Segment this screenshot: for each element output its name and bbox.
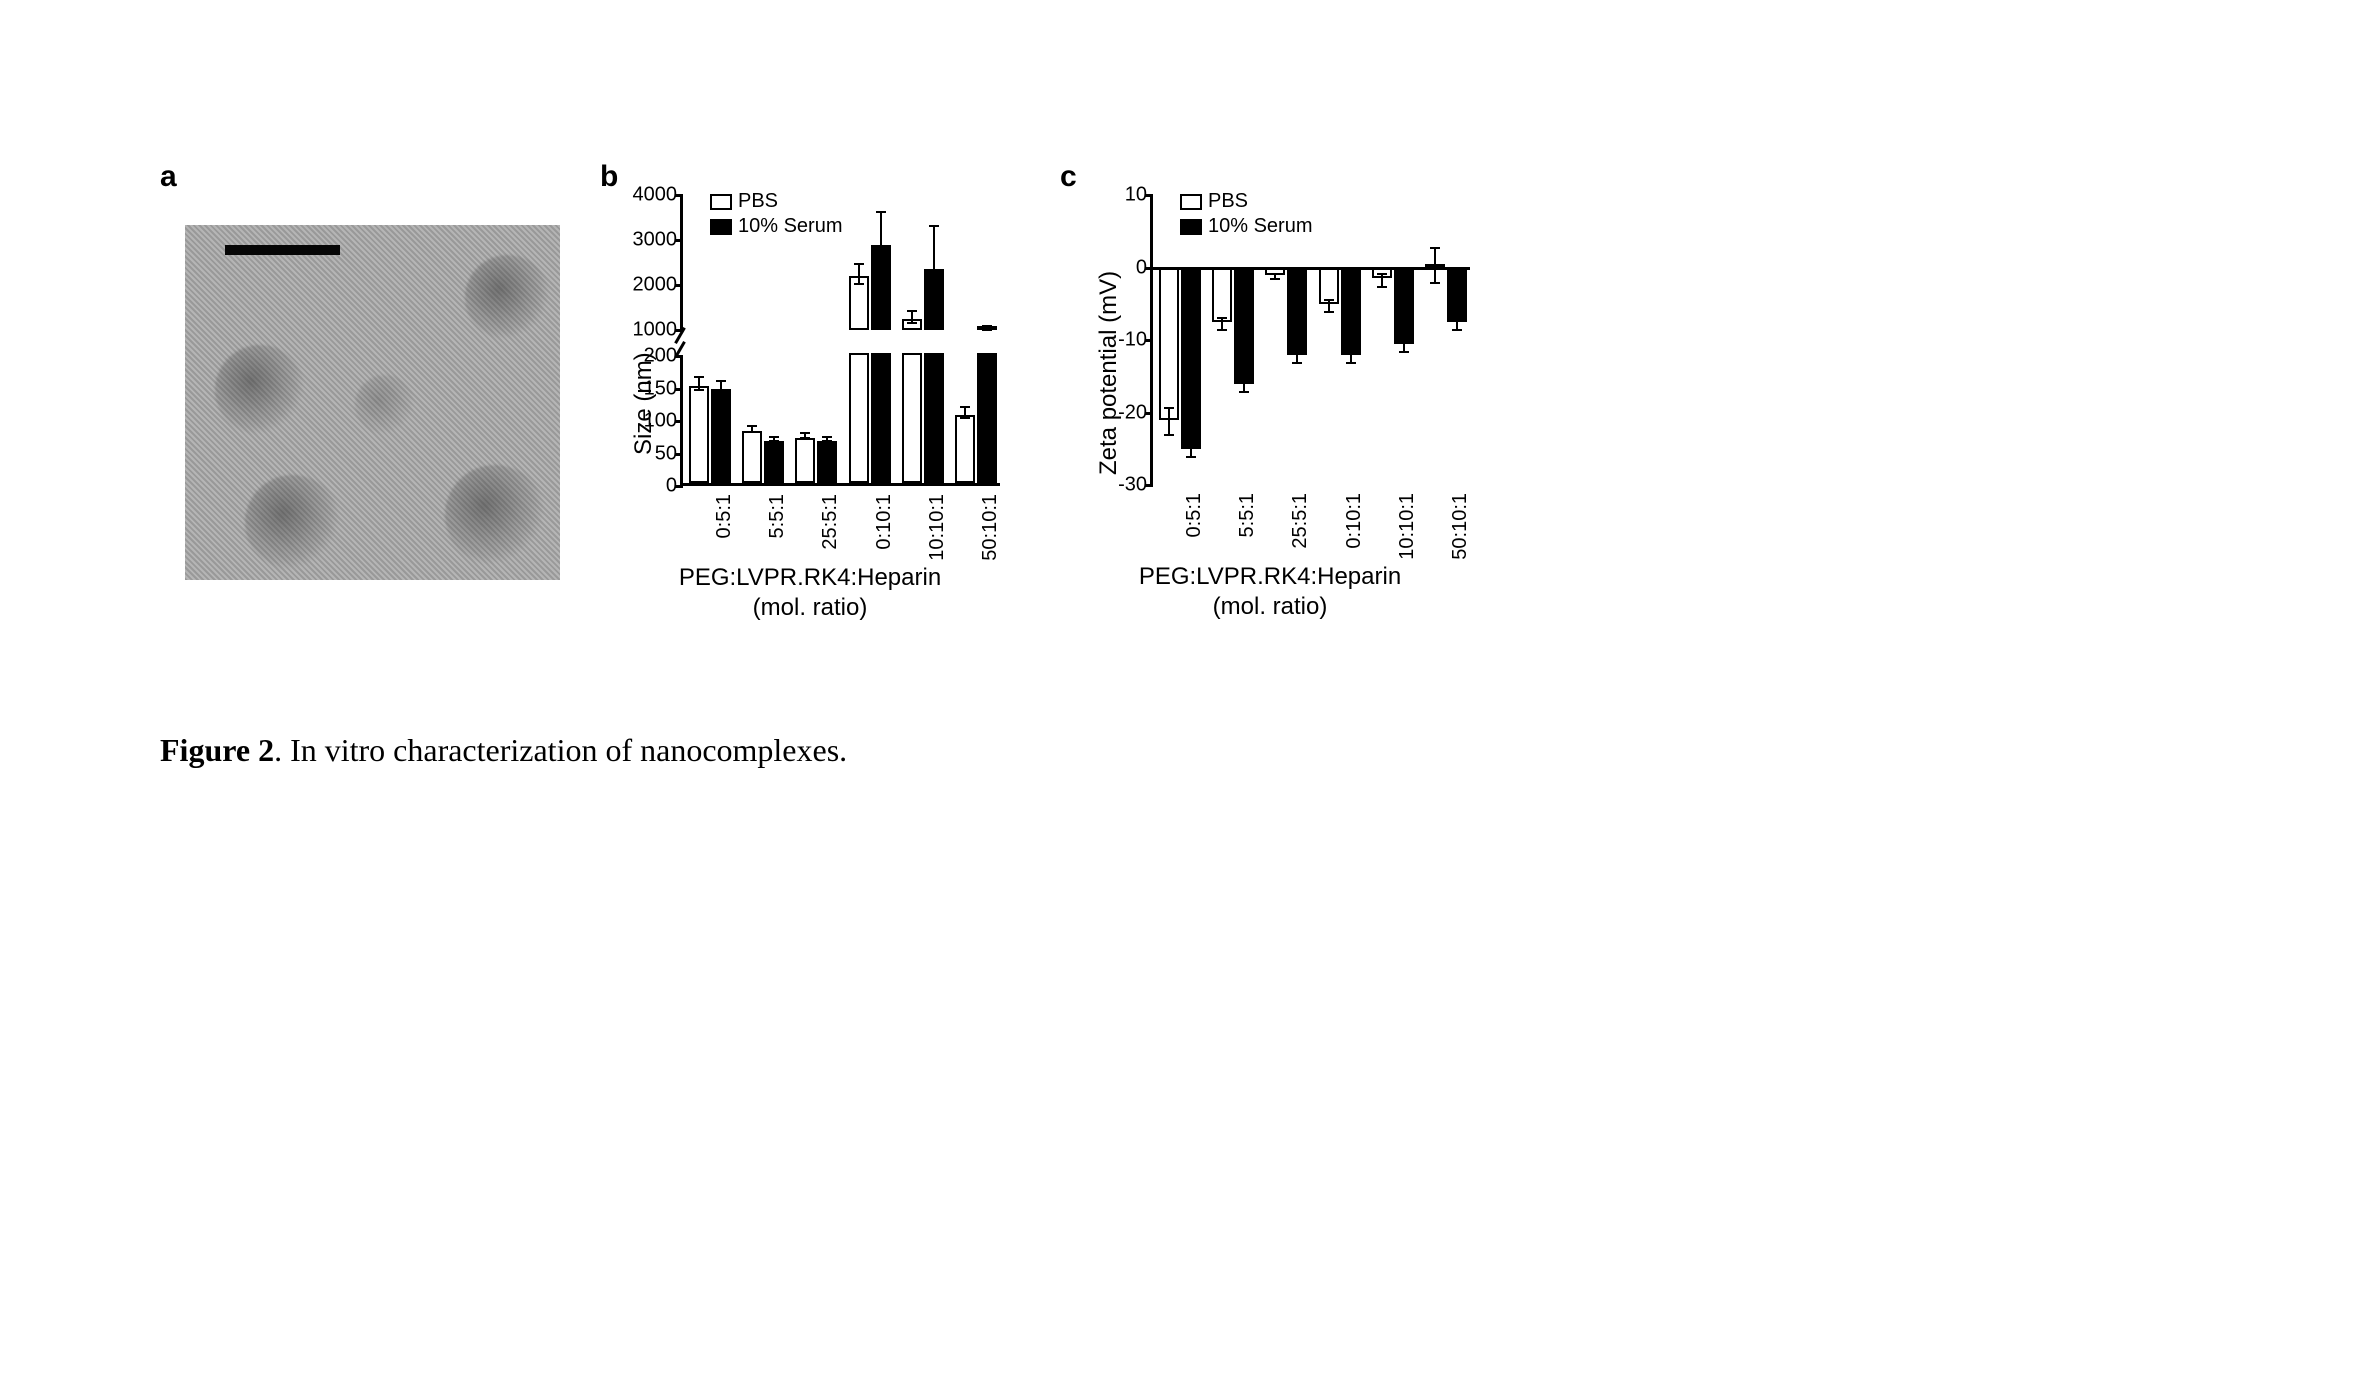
bar-pbs: [1372, 268, 1392, 279]
bar-pbs: [1319, 268, 1339, 304]
panel-c: c Zeta potential (mV) PBS 10% Serum -30-…: [1060, 170, 1480, 621]
y-tick-label: -10: [1118, 329, 1153, 352]
bar-pbs: [1212, 268, 1232, 322]
figure-caption-text: . In vitro characterization of nanocompl…: [274, 732, 847, 768]
category-label: 25:5:1: [1289, 493, 1312, 549]
category-label: 0:5:1: [1183, 493, 1206, 537]
bar-pbs: [795, 438, 815, 484]
chart-b-xlabel-sub: (mol. ratio): [600, 594, 1020, 622]
particle-blob: [245, 475, 340, 570]
chart-c-plot: -30-20-10010: [1150, 195, 1470, 485]
chart-b-upper-plot: 1000200030004000: [680, 195, 1000, 330]
y-tick-label: 4000: [633, 184, 684, 207]
y-tick-label: 2000: [633, 274, 684, 297]
y-tick-label: 100: [644, 410, 683, 433]
category-label: 0:10:1: [873, 494, 896, 550]
particle-blob: [445, 465, 545, 565]
bar-serum: [711, 389, 731, 483]
panel-b-label: b: [600, 160, 618, 194]
particle-blob: [355, 375, 415, 435]
y-tick-label: 10: [1125, 184, 1153, 207]
bar-serum: [1287, 268, 1307, 355]
bar-pbs: [742, 431, 762, 483]
bar-pbs: [849, 276, 869, 330]
panel-c-label: c: [1060, 160, 1077, 194]
chart-b-lower-plot: 050100150200: [680, 356, 1000, 486]
chart-b-xlabel: PEG:LVPR.RK4:Heparin: [600, 564, 1020, 592]
chart-c-ylabel: Zeta potential (mV): [1095, 271, 1123, 475]
panel-b: b Size (nm) PBS 10% Serum 10002000300040…: [600, 170, 1020, 622]
panels-row: a b Size (nm) PBS: [160, 170, 2210, 622]
y-tick-label: 50: [655, 442, 683, 465]
category-label: 25:5:1: [819, 494, 842, 550]
bar-pbs: [902, 319, 922, 330]
figure-number: Figure 2: [160, 732, 274, 768]
category-label: 10:10:1: [926, 494, 949, 561]
bar-serum: [1341, 268, 1361, 355]
chart-b-ylabel: Size (nm): [630, 352, 658, 455]
y-tick-label: 200: [644, 345, 683, 368]
bar-pbs: [955, 415, 975, 483]
bar-serum: [1447, 268, 1467, 322]
bar-pbs: [689, 386, 709, 484]
bar-serum: [764, 441, 784, 483]
category-label: 5:5:1: [1236, 493, 1259, 537]
y-tick-label: 150: [644, 377, 683, 400]
bar-serum: [1181, 268, 1201, 449]
particle-blob: [465, 255, 550, 340]
chart-c: Zeta potential (mV) PBS 10% Serum -30-20…: [1150, 195, 1470, 485]
category-label: 0:10:1: [1343, 493, 1366, 549]
bar-serum: [871, 245, 891, 331]
bar-pbs: [1425, 264, 1445, 268]
bar-serum: [924, 269, 944, 330]
chart-c-xlabel-sub: (mol. ratio): [1060, 593, 1480, 621]
category-label: 50:10:1: [979, 494, 1002, 561]
y-tick-label: 0: [666, 475, 683, 498]
tem-micrograph: [185, 225, 560, 580]
figure-container: a b Size (nm) PBS: [160, 170, 2210, 769]
y-tick-label: -20: [1118, 401, 1153, 424]
category-label: 50:10:1: [1449, 493, 1472, 560]
particle-blob: [215, 345, 305, 435]
y-tick-label: 0: [1136, 256, 1153, 279]
scale-bar: [225, 245, 340, 255]
category-label: 10:10:1: [1396, 493, 1419, 560]
y-tick-label: 3000: [633, 229, 684, 252]
category-label: 0:5:1: [713, 494, 736, 538]
y-tick-label: -30: [1118, 474, 1153, 497]
bar-pbs: [1265, 268, 1285, 275]
category-label: 5:5:1: [766, 494, 789, 538]
chart-b: Size (nm) PBS 10% Serum 1000200030004000: [680, 195, 1000, 486]
panel-a-label: a: [160, 160, 177, 194]
bar-serum: [1234, 268, 1254, 384]
bar-serum: [817, 441, 837, 483]
axis-break: [680, 330, 1000, 356]
chart-c-xlabel: PEG:LVPR.RK4:Heparin: [1060, 563, 1480, 591]
bar-pbs: [1159, 268, 1179, 420]
panel-a: a: [160, 170, 560, 580]
figure-caption: Figure 2. In vitro characterization of n…: [160, 732, 2210, 769]
bar-serum: [1394, 268, 1414, 344]
